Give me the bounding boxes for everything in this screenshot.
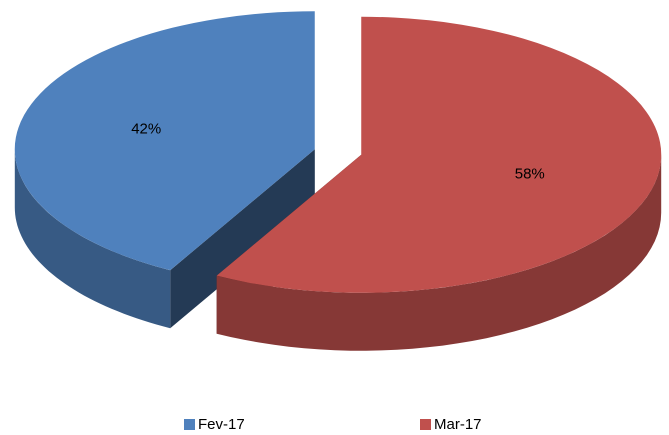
data-label: 42% — [131, 120, 161, 137]
slice — [216, 16, 662, 293]
slice-side — [216, 154, 662, 351]
slice-wall — [170, 149, 315, 329]
data-label: 58% — [515, 166, 545, 183]
slice-side — [14, 149, 171, 329]
legend-label: Fev-17 — [198, 416, 245, 433]
legend-swatch — [420, 419, 431, 430]
legend-swatch — [184, 419, 195, 430]
legend-label: Mar-17 — [434, 416, 482, 433]
slice — [14, 11, 315, 271]
